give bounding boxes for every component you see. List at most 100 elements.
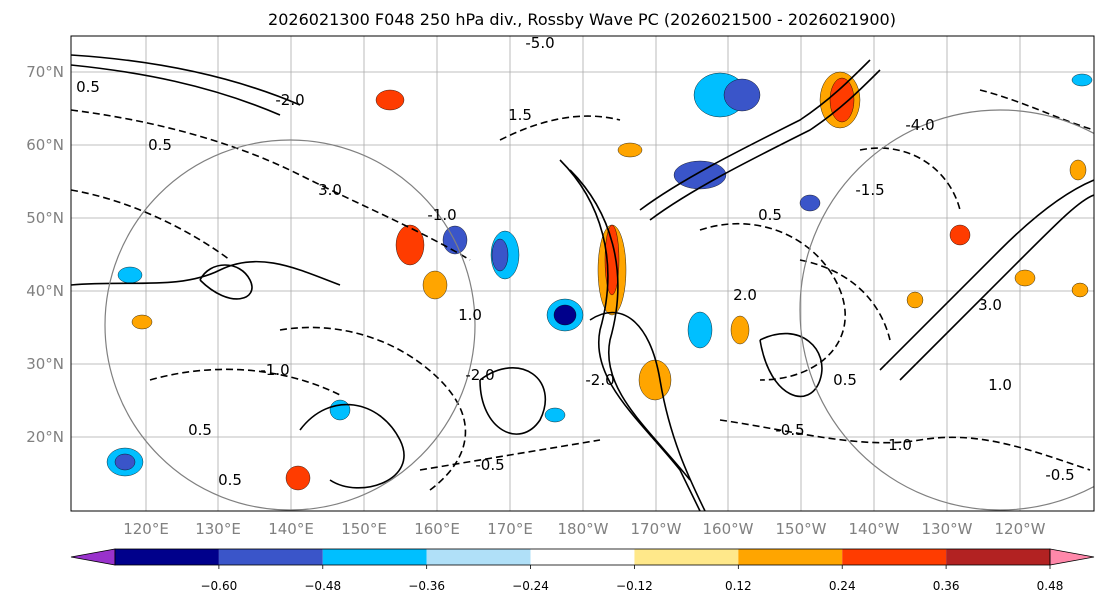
colorbar-tick-label: 0.36 [933,579,960,593]
contour-label: -0.5 [775,421,804,439]
colorbar-tick-label: 0.24 [829,579,856,593]
longitude-axis: 120°E 130°E 140°E 150°E 160°E 170°E 180°W 170°W… [123,520,1045,538]
solid-contour [71,64,281,116]
shading-blob [114,453,136,471]
colorbar-tick-label: −0.24 [512,579,549,593]
solid-contour [199,264,253,300]
colorbar-extend-low [70,548,116,566]
shading-blob [906,291,924,309]
shading-blob [687,311,713,349]
contour-label: 1.0 [458,306,482,324]
contour-label: 1.5 [508,106,532,124]
colorbar-segment [115,549,219,565]
lon-tick-label: 170°W [631,520,682,538]
shading-blob [131,314,153,330]
shading-blob [1071,73,1093,87]
lon-tick-label: 140°E [268,520,314,538]
contour-label: 0.5 [148,136,172,154]
contour-label: 0.5 [833,371,857,389]
colorbar-outline [114,548,1051,566]
solid-contour [299,403,405,489]
shading-blob [285,465,311,491]
contour-label: 0.5 [758,206,782,224]
contour-label: 2.0 [733,286,757,304]
solid-contour [639,59,871,211]
solid-contour [899,194,1094,381]
contour-label: -1.5 [855,181,884,199]
contour-labels: 0.5 0.5 -2.0 -5.0 -1.0 0.5 -1.5 1.5 2.0 -2.0 1.0 -1… [76,34,1075,489]
lon-tick-label: 180°W [558,520,609,538]
lat-tick-label: 40°N [26,282,64,300]
shading-blob [422,270,448,300]
lat-tick-label: 30°N [26,355,64,373]
lon-tick-label: 160°E [414,520,460,538]
contour-label: -1.0 [427,206,456,224]
solid-contour [649,69,881,221]
colorbar-segment [842,549,947,565]
lon-tick-label: 150°W [776,520,827,538]
shading-blob [1014,269,1036,287]
dashed-contour [149,368,341,396]
solid-contour [71,54,301,106]
dashed-contour [859,147,961,211]
contour-label: 0.5 [188,421,212,439]
lon-tick-label: 150°E [341,520,387,538]
contour-label: 0.5 [218,471,242,489]
shading-blob [1069,159,1087,181]
shading-blob [117,266,143,284]
contour-label: 0.5 [76,78,100,96]
lon-tick-label: 120°W [995,520,1046,538]
shading-blob [375,89,405,111]
contour-label: 3.0 [978,296,1002,314]
latitude-axis: 70°N 60°N 50°N 40°N 30°N 20°N [26,63,64,446]
colorbar-segment [530,549,635,565]
lon-tick-label: 170°E [487,520,533,538]
colorbar-segment [738,549,843,565]
shading-blob [638,359,672,401]
region-circle [799,109,1094,511]
dashed-contour [719,419,1091,471]
shading-blob [723,78,761,112]
colorbar-extend-high [1049,548,1095,566]
colorbar-segment [218,549,323,565]
lat-tick-label: 60°N [26,136,64,154]
solid-contour [589,311,706,511]
solid-contour [71,260,341,286]
map-plot-area: 0.5 0.5 -2.0 -5.0 -1.0 0.5 -1.5 1.5 2.0 -2.0 1.0 -1… [70,34,1095,512]
shading-blob [949,224,971,246]
shading-blob [329,399,351,421]
shading-blob [442,225,468,255]
lon-tick-label: 130°E [195,520,241,538]
shading-blob [544,407,566,423]
colorbar: −0.60 −0.48 −0.36 −0.24 −0.12 0.12 0.24 0.36 0.4… [70,548,1095,593]
dashed-contour [71,109,471,261]
shading-blob [617,142,643,158]
colorbar-tick-label: −0.60 [200,579,237,593]
lat-tick-label: 20°N [26,428,64,446]
shading-blob [1071,282,1089,298]
contour-label: -0.5 [475,456,504,474]
contour-label: 3.0 [318,181,342,199]
contour-label: 1.0 [888,436,912,454]
shading-blob [491,238,509,272]
shading-blob [553,304,577,326]
contour-label: -1.0 [260,361,289,379]
contour-label: -5.0 [525,34,554,52]
colorbar-segment [426,549,531,565]
colorbar-segment [322,549,427,565]
colorbar-tick-label: 0.48 [1037,579,1064,593]
figure-title: 2026021300 F048 250 hPa div., Rossby Wav… [268,10,896,29]
shading-blob [673,160,727,190]
contour-label: -2.0 [275,91,304,109]
dashed-contour [499,115,621,141]
contour-label: -2.0 [465,366,494,384]
shading-blob [395,224,425,266]
lat-lon-grid [71,36,1094,511]
solid-contour [559,159,701,511]
dashed-contour [699,222,846,381]
divergence-shading [106,71,1093,491]
lat-tick-label: 70°N [26,63,64,81]
shading-blob [799,194,821,212]
dashed-contour [419,439,601,471]
